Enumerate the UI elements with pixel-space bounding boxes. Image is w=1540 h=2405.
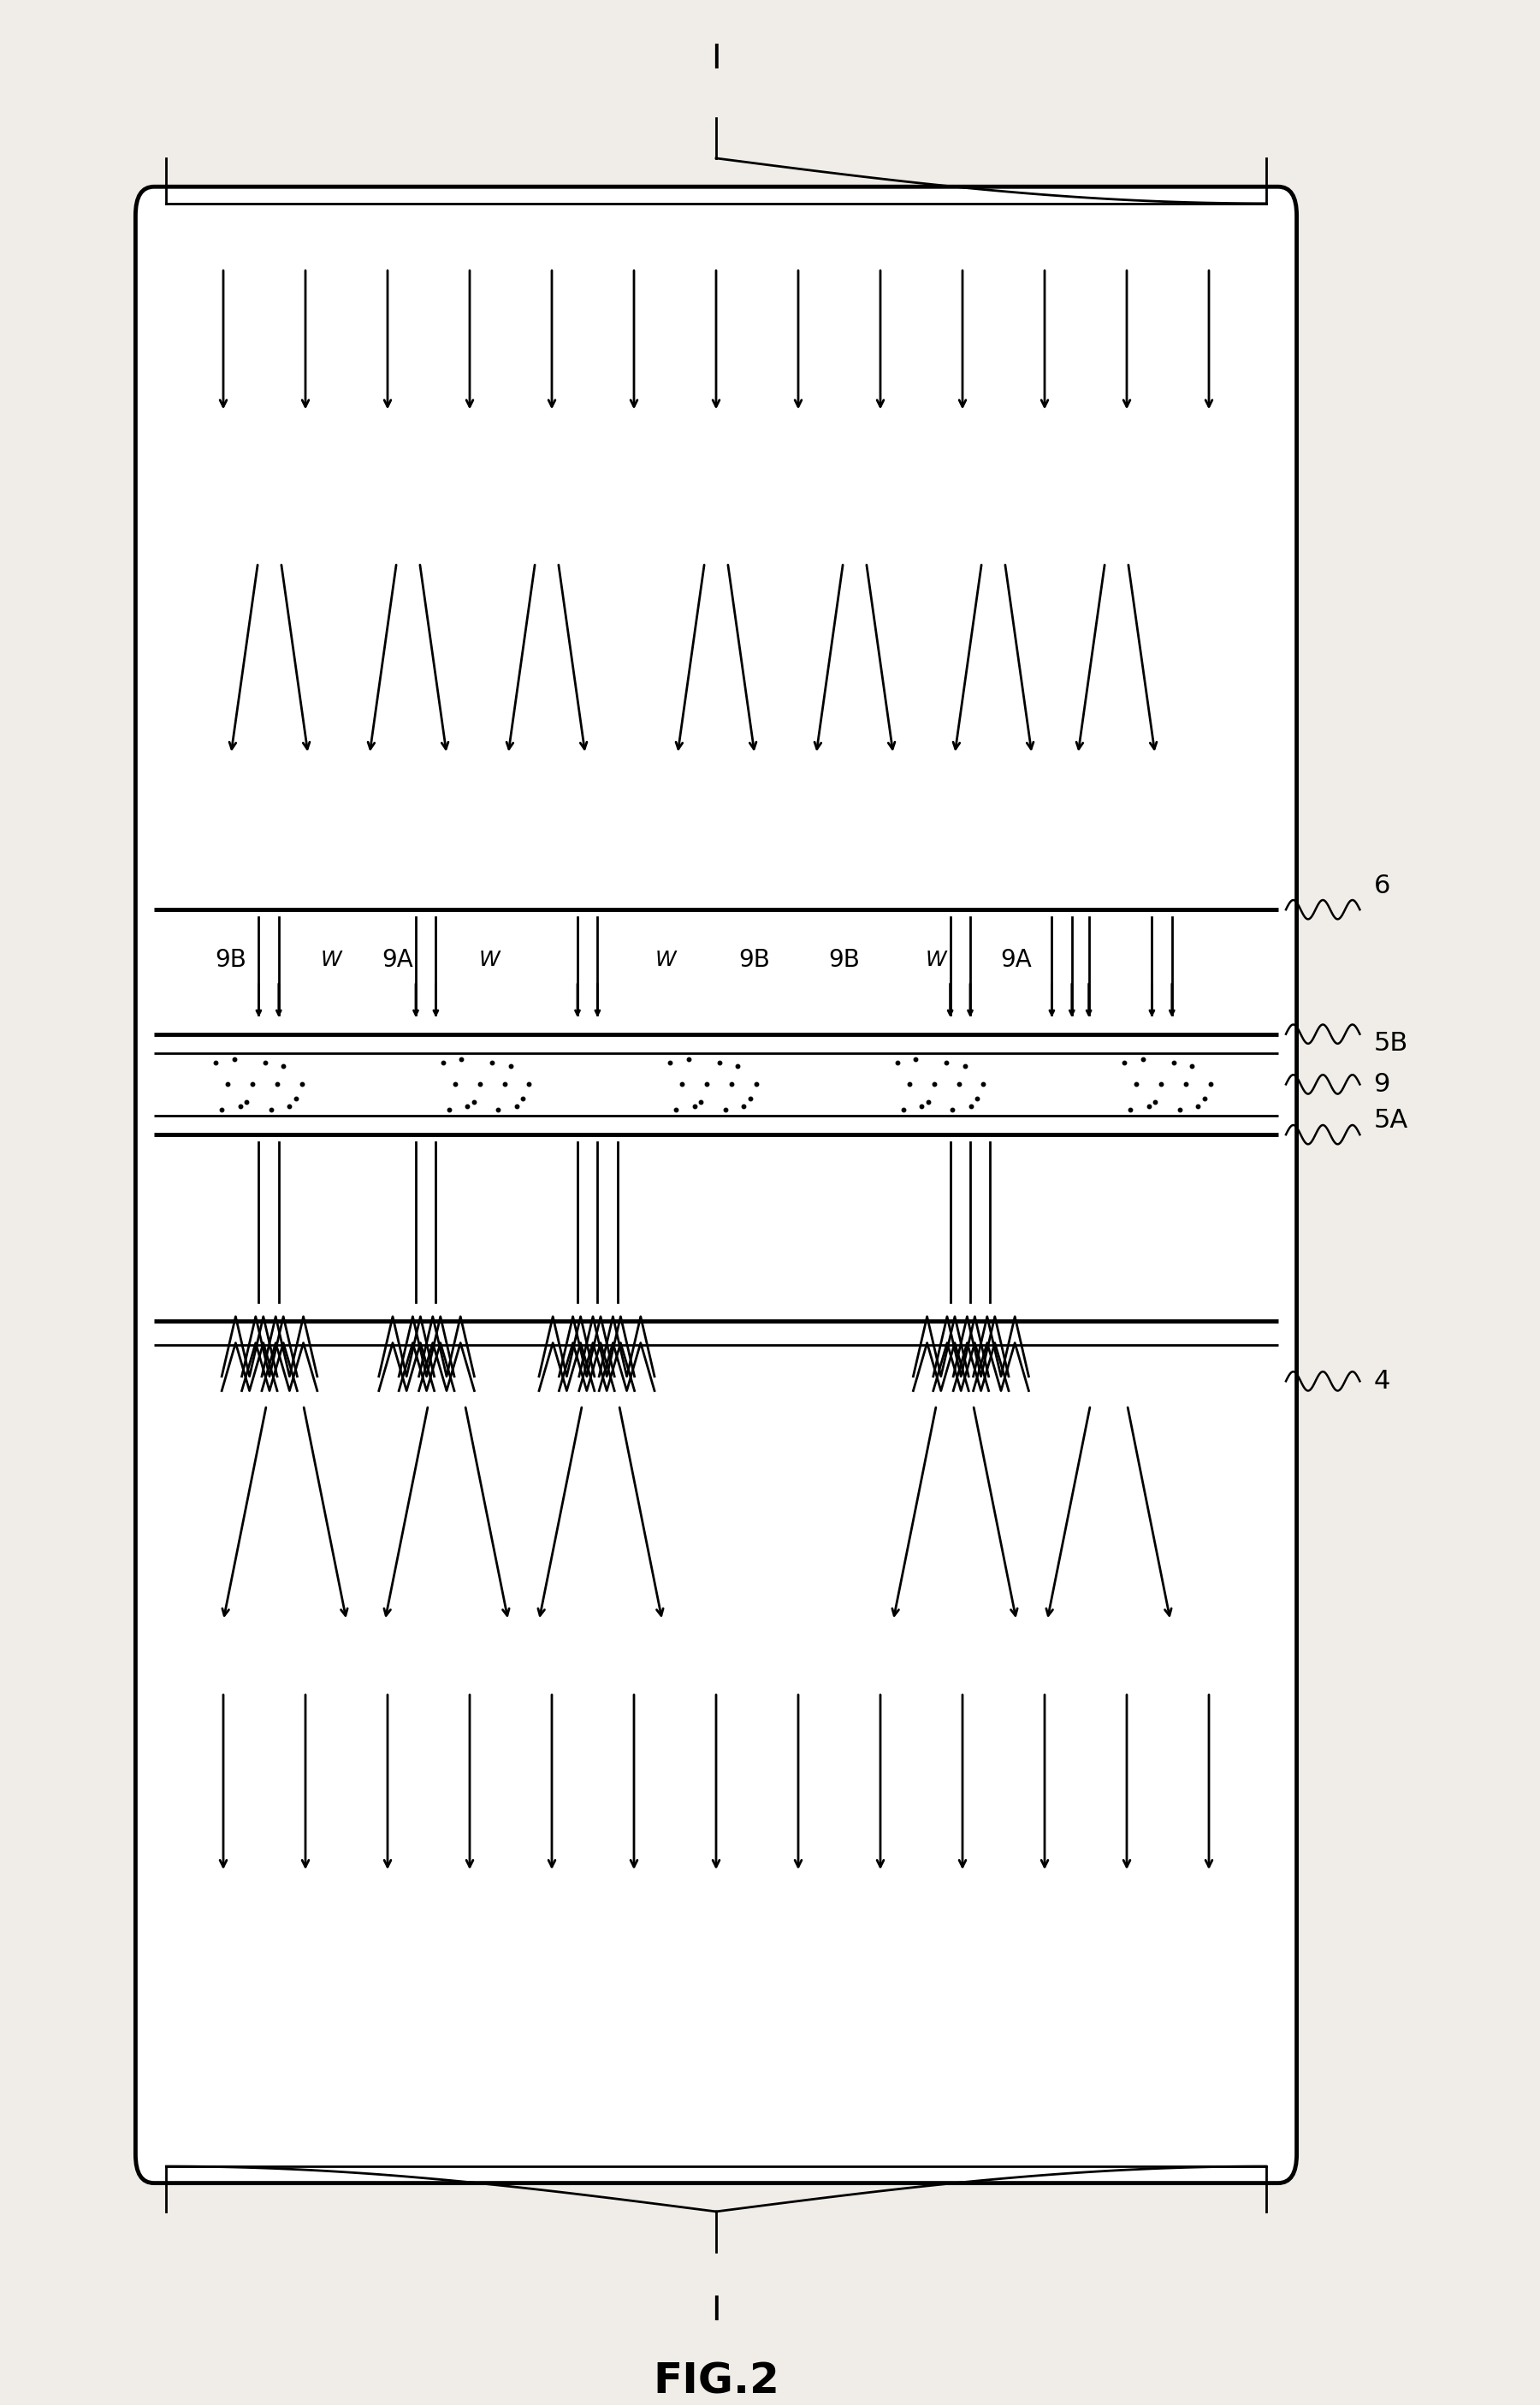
Text: W: W xyxy=(320,950,342,969)
Text: 4: 4 xyxy=(1374,1368,1391,1392)
Text: W: W xyxy=(479,950,500,969)
Text: 9B: 9B xyxy=(829,948,859,972)
Text: 6: 6 xyxy=(1374,873,1391,897)
Text: 9: 9 xyxy=(1374,1073,1391,1097)
Text: W: W xyxy=(926,950,947,969)
Text: 9B: 9B xyxy=(739,948,770,972)
Text: FIG.2: FIG.2 xyxy=(653,2362,779,2403)
Text: W: W xyxy=(654,950,676,969)
Text: 5A: 5A xyxy=(1374,1109,1408,1133)
FancyBboxPatch shape xyxy=(136,188,1297,2184)
Text: I: I xyxy=(711,2294,721,2328)
Text: 9B: 9B xyxy=(216,948,246,972)
Text: 9A: 9A xyxy=(382,948,413,972)
Text: 9A: 9A xyxy=(1001,948,1032,972)
Text: 5B: 5B xyxy=(1374,1032,1408,1056)
Text: I: I xyxy=(711,43,721,75)
